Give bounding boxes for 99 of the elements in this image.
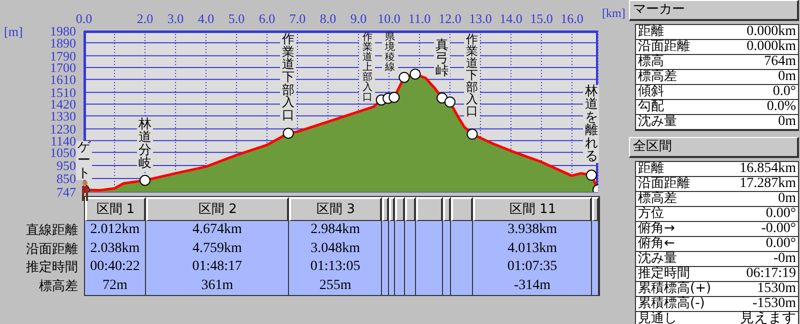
annotation: 林道を離れる	[583, 84, 600, 164]
category-label: 沿面距離	[638, 176, 690, 191]
text: 72m	[102, 278, 128, 292]
text: 06:17:19	[746, 266, 796, 281]
category-label: 沿面距離	[638, 39, 690, 54]
text: 0.00°	[766, 236, 796, 251]
point	[398, 72, 410, 83]
x-tick-label: 9.0	[350, 11, 367, 26]
category-label: 沈み量	[638, 251, 677, 266]
text: -1530m	[752, 296, 796, 311]
category-label: 標高	[638, 54, 664, 69]
text: 4.013km	[508, 240, 557, 256]
category-label: 累積標高(-)	[638, 296, 705, 311]
text: 2.038km	[90, 240, 140, 256]
category-label: 傾斜	[638, 84, 664, 99]
text: 0.00°	[766, 206, 796, 221]
text: 2.012km	[90, 222, 140, 237]
text: 16.854km	[740, 161, 796, 176]
category-label: 方位	[638, 206, 664, 221]
x-tick-label: 16.0	[560, 11, 584, 26]
category-label: 沿面距離	[26, 242, 78, 256]
annotation: 林道分岐	[136, 117, 153, 172]
x-tick-label: 14.0	[500, 11, 522, 26]
x-tick-label: 11.0	[408, 11, 431, 26]
category-label: 推定時間	[26, 260, 78, 275]
category-label: 標高差	[638, 191, 677, 206]
x-tick-label: 12.0	[438, 11, 462, 26]
text: 0.000km	[746, 24, 796, 39]
text: 01:13:05	[310, 259, 360, 274]
category-label: 俯角←	[638, 236, 675, 251]
text: 255m	[319, 278, 352, 292]
point	[466, 128, 478, 140]
text: 3.048km	[310, 240, 360, 256]
y-tick-label: 850	[56, 171, 76, 186]
text: 4.674km	[192, 222, 242, 237]
category-label: 直線距離	[26, 223, 78, 238]
annotation: 県境稜線	[382, 32, 398, 73]
category-label: 標高差	[638, 69, 677, 84]
text: 2.984km	[310, 222, 360, 237]
text: 361m	[201, 278, 234, 292]
y-axis-title: [m]	[4, 24, 23, 40]
category-label: 区間 1	[85, 197, 146, 221]
point	[139, 174, 150, 186]
text: 0m	[778, 191, 796, 206]
text: 17.287km	[740, 176, 796, 191]
text: -314m	[514, 278, 551, 292]
x-tick-label: 13.0	[469, 11, 492, 26]
x-tick-label: 3.0	[167, 11, 184, 26]
text: 4.759km	[192, 240, 242, 256]
category-label: 距離	[638, 24, 664, 39]
text: 00:40:22	[90, 259, 140, 274]
text: 01:07:35	[507, 259, 558, 274]
point	[410, 68, 421, 80]
text: 3.938km	[508, 222, 557, 237]
x-tick-label: 8.0	[320, 11, 336, 26]
text: 01:48:17	[192, 259, 242, 274]
text: 0.000km	[746, 39, 796, 54]
category-label: 累積標高(+)	[638, 281, 712, 296]
category-label: 勾配	[638, 99, 664, 114]
category-label: 区間 3	[289, 197, 382, 221]
text: -0.00°	[761, 221, 796, 236]
point	[388, 92, 400, 103]
annotation: ゲート	[76, 140, 92, 181]
y-tick-label: 747	[56, 184, 76, 200]
category-label: 俯角→	[638, 221, 675, 236]
text: 764m	[764, 54, 796, 69]
annotation: 作業道下部入口	[464, 32, 480, 118]
x-tick-label: 6.0	[258, 11, 276, 26]
x-tick-label: 2.0	[136, 11, 154, 26]
x-axis-title: [km]	[602, 6, 626, 21]
category-label: 距離	[638, 161, 664, 176]
x-tick-label: 7.0	[289, 11, 306, 26]
text: 0.0°	[772, 84, 796, 99]
category-label: 標高差	[39, 278, 78, 294]
x-tick-label: 5.0	[228, 11, 245, 26]
point	[282, 128, 294, 139]
category-label: 区間 11	[473, 197, 592, 221]
text: 0m	[778, 69, 796, 84]
category-label: 区間 2	[146, 197, 290, 221]
text: 0.0%	[766, 99, 796, 114]
x-tick-label: 4.0	[198, 11, 214, 26]
point	[436, 92, 448, 104]
category-label: 見通し	[638, 311, 677, 324]
category-label: 沈み量	[638, 114, 677, 129]
x-tick-label: 10.0	[378, 11, 400, 26]
text: -0m	[773, 251, 796, 266]
text: マーカー	[629, 0, 799, 21]
y-tick-label: 950	[56, 158, 76, 174]
text: 1530m	[757, 281, 796, 296]
x-tick-label: 15.0	[530, 11, 553, 26]
category-label: 推定時間	[638, 266, 690, 281]
annotation: 作業道上部入口	[359, 32, 376, 103]
text: 全区間	[629, 137, 799, 158]
x-tick-label: 0.0	[76, 11, 92, 26]
point	[444, 96, 456, 108]
annotation: 作業道下部入口	[280, 31, 296, 122]
point	[586, 170, 597, 181]
annotation: 真弓峠	[434, 38, 450, 80]
text: 0m	[778, 114, 796, 129]
